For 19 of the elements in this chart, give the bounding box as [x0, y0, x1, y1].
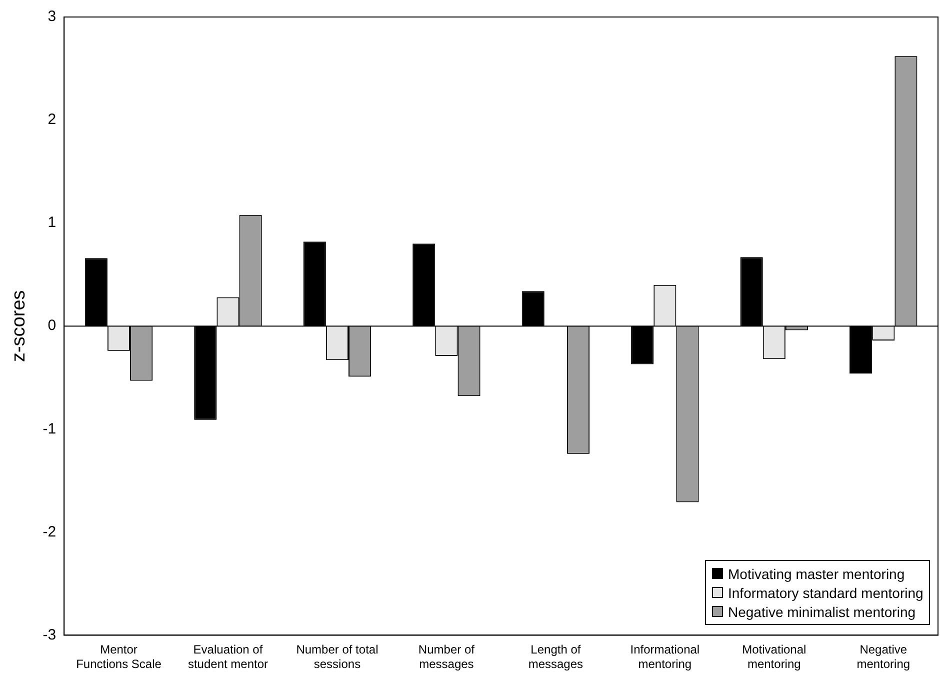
y-tick-label: 2: [48, 111, 56, 128]
x-tick-label: Motivational mentoring: [742, 642, 806, 672]
x-tick-label: Mentor Functions Scale: [76, 642, 162, 672]
y-tick-label: -2: [42, 523, 56, 540]
y-tick-label: -3: [42, 626, 56, 644]
legend-label: Informatory standard mentoring: [728, 584, 924, 601]
x-tick-label: Negative mentoring: [856, 642, 910, 672]
x-tick-label: Length of messages: [528, 642, 584, 672]
legend-label: Negative minimalist mentoring: [728, 604, 916, 620]
y-tick-label: -1: [42, 420, 56, 438]
x-tick-label: Number of messages: [418, 642, 476, 672]
y-tick-label: 3: [48, 8, 56, 26]
x-tick-label: Evaluation of student mentor: [188, 642, 268, 672]
x-tick-label: Number of total sessions: [296, 642, 378, 672]
y-axis-title: z-scores: [8, 290, 30, 362]
x-tick-label: Informational mentoring: [630, 642, 700, 672]
y-tick-label: 1: [48, 214, 56, 232]
y-tick-label: 0: [48, 317, 56, 334]
legend-label: Motivating master mentoring: [728, 566, 905, 582]
